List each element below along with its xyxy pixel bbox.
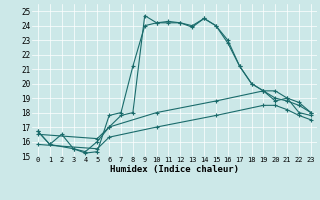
X-axis label: Humidex (Indice chaleur): Humidex (Indice chaleur) (110, 165, 239, 174)
